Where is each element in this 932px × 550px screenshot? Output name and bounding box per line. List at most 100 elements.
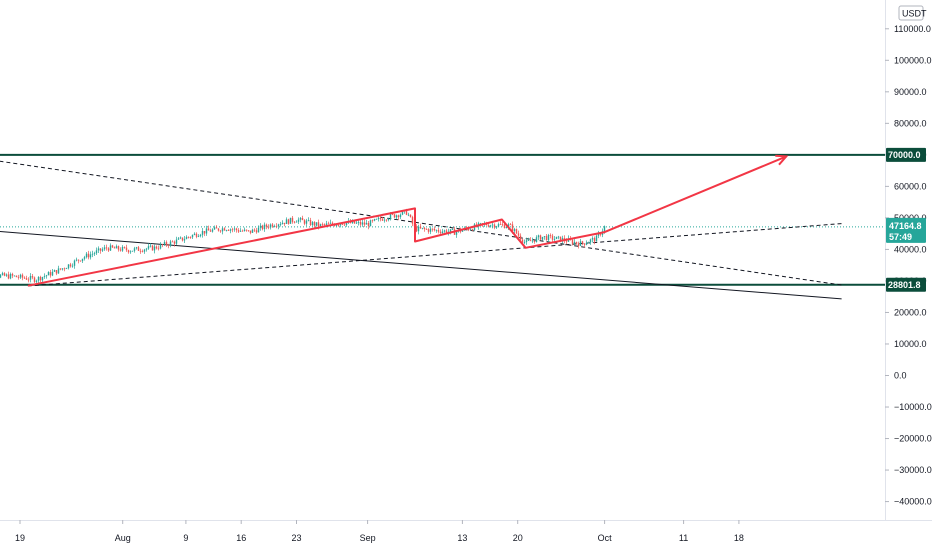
projection-path [27, 155, 787, 287]
candle-body [439, 231, 442, 234]
projection-arrowhead [775, 154, 789, 166]
candle-body [373, 219, 376, 221]
plot-area[interactable] [0, 148, 885, 300]
candle-body [301, 217, 304, 221]
candle-body [289, 217, 292, 224]
candle-body [533, 240, 536, 242]
time-axis[interactable]: 19 Aug 9 16 23 Sep 13 20 Oct 11 18 [0, 520, 932, 543]
candle-body [103, 247, 106, 250]
candle-body [219, 230, 222, 232]
candle-body [421, 227, 424, 229]
level-price-label [886, 277, 926, 292]
candle-body [491, 224, 494, 226]
candle-body [311, 222, 314, 226]
candle-body [25, 278, 28, 280]
price-tick-label: 80000.0 [894, 118, 927, 128]
candle-body [101, 249, 104, 251]
candle-body [285, 219, 288, 224]
candle-body [41, 277, 44, 281]
time-tick-label: Aug [115, 533, 131, 543]
candle-body [159, 244, 162, 249]
candle-body [231, 229, 234, 231]
candle-body [305, 220, 308, 224]
candle-body [517, 233, 520, 236]
candle-body [29, 276, 32, 280]
candle-body [191, 234, 194, 238]
candle-body [425, 229, 428, 230]
candle-body [377, 217, 380, 219]
candle-body [307, 220, 310, 221]
candle-body [245, 229, 248, 231]
candle-body [53, 270, 56, 272]
candle-body [529, 240, 532, 242]
candle-body [541, 236, 544, 240]
candle-body [283, 222, 286, 224]
last-price-text: 47164.8 [889, 221, 922, 231]
price-axis[interactable]: 110000.0 100000.0 90000.0 80000.0 70000.0 600… [885, 0, 932, 520]
time-tick-label: Sep [360, 533, 376, 543]
candle-body [469, 229, 472, 231]
candle-body [593, 238, 596, 242]
candle-body [0, 274, 2, 278]
candle-body [201, 230, 204, 235]
candle-body [395, 215, 398, 218]
candle-body [185, 236, 188, 240]
candle-body [361, 222, 364, 225]
candle-body [77, 259, 80, 261]
candle-body [449, 229, 452, 232]
candles [0, 208, 606, 285]
candle-body [59, 268, 62, 270]
candle-body [61, 268, 64, 270]
candle-body [523, 242, 526, 243]
candle-body [239, 230, 242, 232]
candle-body [99, 248, 102, 251]
candle-body [381, 219, 384, 221]
candle-body [545, 236, 548, 241]
candle-body [161, 244, 164, 246]
candle-body [423, 227, 426, 230]
candle-body [157, 248, 160, 250]
candle-body [249, 230, 252, 233]
time-tick-label: 23 [291, 533, 301, 543]
candle-body [367, 222, 370, 227]
candle-body [1, 273, 4, 275]
candle-body [251, 229, 254, 233]
candle-body [145, 248, 148, 250]
candle-body [175, 239, 178, 244]
candle-body [359, 221, 362, 225]
candle-body [57, 268, 60, 274]
candle-body [389, 213, 392, 219]
candle-body [597, 233, 600, 236]
candle-body [357, 221, 360, 223]
candle-body [407, 214, 410, 216]
price-tick-label: 100000.0 [894, 55, 932, 65]
candle-body [49, 272, 52, 276]
price-tick-label: 0.0 [894, 371, 907, 381]
candle-body [429, 228, 432, 232]
time-tick-label: 9 [183, 533, 188, 543]
time-tick-label: 18 [734, 533, 744, 543]
candle-body [335, 225, 338, 226]
candle-body [95, 250, 98, 254]
candle-body [181, 237, 184, 241]
candle-body [337, 225, 340, 226]
candle-body [243, 229, 246, 231]
price-tick-label: 110000.0 [894, 24, 931, 34]
candle-body [581, 241, 584, 244]
candle-body [47, 272, 50, 276]
candle-body [225, 230, 228, 231]
candle-body [405, 210, 408, 215]
price-tick-label: 10000.0 [894, 339, 927, 349]
candle-body [75, 259, 78, 261]
candle-body [19, 274, 22, 278]
candle-body [261, 225, 264, 230]
candle-body [271, 224, 274, 227]
candle-body [141, 251, 144, 253]
candle-body [547, 235, 550, 241]
candle-body [315, 222, 318, 226]
candle-body [237, 230, 240, 232]
last-price-label [886, 217, 926, 243]
candle-body [169, 241, 172, 246]
candle-body [211, 229, 214, 232]
